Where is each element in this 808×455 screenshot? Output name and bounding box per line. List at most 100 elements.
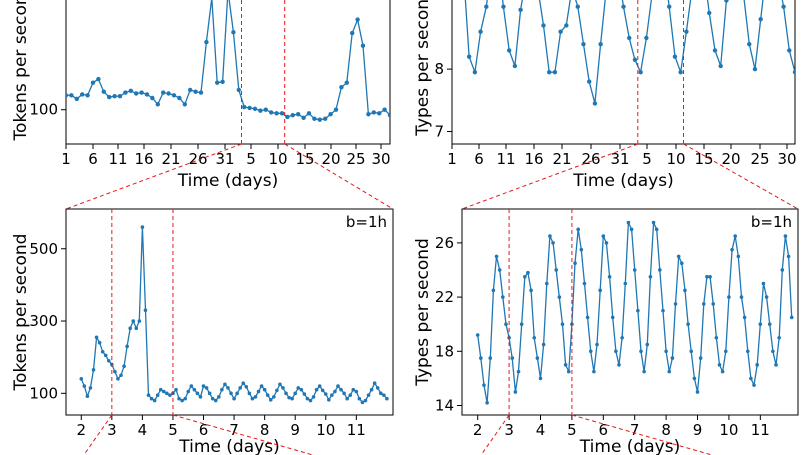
data-point — [712, 48, 718, 53]
data-point — [787, 48, 792, 53]
x-tick-label: 26 — [188, 150, 207, 168]
data-point — [382, 393, 386, 397]
data-point — [707, 10, 712, 16]
data-point — [684, 29, 689, 34]
data-point — [317, 384, 322, 388]
x-tick-label: 2 — [77, 421, 87, 439]
data-point — [747, 41, 752, 47]
data-point — [88, 386, 93, 390]
data-point — [182, 102, 187, 107]
data-point — [355, 17, 360, 22]
axes-frame — [461, 208, 799, 416]
data-point — [247, 391, 252, 396]
data-point — [758, 17, 763, 22]
data-point — [152, 398, 157, 403]
data-point — [235, 391, 239, 396]
data-point — [752, 383, 756, 387]
data-point — [774, 363, 778, 367]
data-point — [296, 112, 301, 117]
x-tick-label: 15 — [295, 150, 314, 168]
data-point — [484, 4, 489, 9]
data-point — [667, 369, 672, 374]
data-point — [287, 395, 291, 400]
x-tick-label: 3 — [107, 421, 117, 439]
data-point — [342, 391, 346, 396]
data-point — [198, 395, 203, 399]
data-point — [777, 335, 781, 340]
data-point — [161, 389, 166, 394]
plot-area — [475, 220, 794, 405]
data-point — [566, 369, 571, 374]
data-point — [585, 315, 590, 320]
x-tick-label: 7 — [630, 421, 640, 439]
data-point — [789, 315, 794, 320]
x-tick-label: 11 — [108, 150, 127, 168]
data-point — [155, 102, 160, 107]
x-tick-label: 5 — [567, 421, 577, 439]
data-point — [97, 340, 102, 345]
y-axis-title: Tokens per second — [11, 234, 31, 392]
data-point — [210, 396, 215, 401]
data-point — [563, 363, 568, 367]
data-point — [544, 281, 549, 286]
data-point — [223, 382, 227, 387]
data-point — [581, 41, 586, 47]
data-point — [781, 4, 786, 9]
data-point — [538, 376, 543, 381]
y-axis-title: Tokens per second — [11, 0, 31, 141]
data-point — [745, 349, 750, 354]
data-point — [588, 349, 593, 354]
data-point — [345, 396, 349, 401]
data-point — [158, 387, 163, 392]
data-point — [604, 241, 609, 245]
data-point — [548, 234, 552, 238]
data-point — [308, 398, 313, 403]
data-point — [506, 48, 512, 53]
data-point — [171, 93, 177, 98]
zoom-connector — [83, 414, 113, 455]
data-point — [256, 389, 261, 394]
data-point — [100, 349, 105, 354]
series-line — [464, 0, 795, 105]
data-point — [195, 391, 200, 396]
data-point — [285, 114, 290, 120]
plot-area — [79, 225, 389, 405]
data-point — [146, 393, 151, 397]
data-point — [301, 115, 306, 121]
data-point — [290, 396, 294, 401]
x-tick-label: 10 — [268, 150, 287, 168]
x-tick-label: 5 — [168, 421, 178, 439]
x-tick-label: 11 — [347, 421, 366, 439]
data-point — [244, 385, 249, 389]
data-point — [220, 387, 224, 392]
data-point — [293, 391, 298, 396]
data-point — [698, 356, 703, 360]
data-point — [252, 106, 258, 112]
x-tick-label: 30 — [371, 150, 390, 168]
data-point — [82, 384, 87, 388]
data-point — [188, 87, 193, 93]
data-point — [582, 281, 587, 286]
y-tick-label: 300 — [29, 312, 58, 330]
data-point — [371, 110, 376, 115]
data-point — [112, 94, 117, 99]
data-point — [290, 112, 295, 118]
data-point — [705, 274, 709, 279]
data-point — [143, 308, 148, 312]
series-line — [66, 0, 390, 121]
data-point — [85, 394, 90, 399]
data-point — [689, 349, 694, 354]
data-point — [201, 384, 206, 388]
data-point — [786, 254, 791, 259]
data-point — [192, 387, 197, 392]
data-point — [516, 369, 521, 374]
data-point — [106, 358, 111, 363]
data-point — [279, 111, 285, 116]
data-point — [241, 381, 246, 385]
data-point — [317, 117, 322, 122]
data-point — [678, 70, 683, 75]
y-tick-label: 18 — [435, 342, 454, 360]
data-point — [532, 335, 537, 340]
data-point — [90, 80, 96, 85]
data-point — [749, 376, 753, 381]
